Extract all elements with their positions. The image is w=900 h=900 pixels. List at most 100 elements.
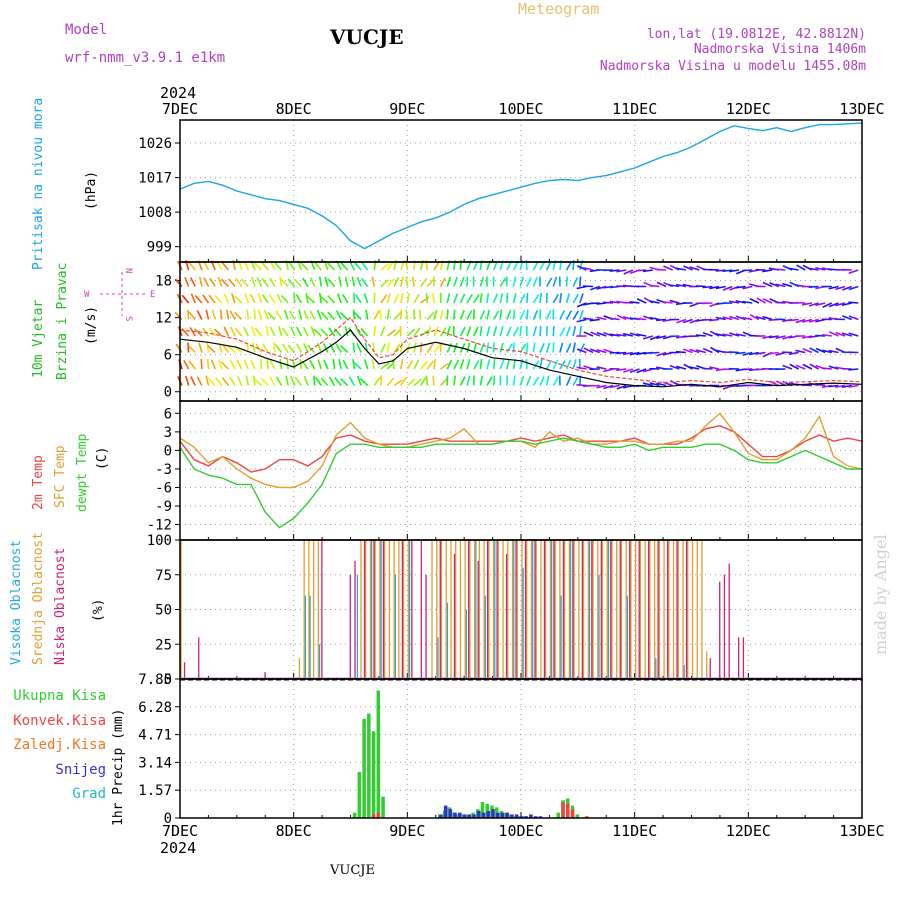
wind-arrow bbox=[320, 311, 329, 321]
wind-arrow bbox=[253, 309, 256, 320]
wind-title-1: 10m Vjetar bbox=[31, 300, 46, 378]
wind-arrow bbox=[695, 349, 707, 354]
model-name: wrf-nmm_v3.9.1 e1km bbox=[65, 50, 225, 66]
y-tick-label: 6 bbox=[164, 348, 172, 364]
wind-arrow bbox=[519, 276, 525, 287]
wind-arrow bbox=[532, 376, 540, 386]
wind-arrow bbox=[380, 294, 388, 304]
precip-snow-bar bbox=[514, 814, 519, 818]
wind-arrow bbox=[288, 310, 296, 320]
wind-arrow bbox=[205, 309, 210, 320]
y-tick-label: 1.57 bbox=[138, 783, 172, 799]
wind-arrow bbox=[655, 318, 667, 322]
wind-arrow bbox=[324, 276, 329, 287]
station-title: VUCJE bbox=[329, 25, 404, 49]
wind-arrow bbox=[466, 310, 473, 320]
year-top: 2024 bbox=[160, 84, 196, 102]
precip-conv-bar bbox=[584, 816, 589, 818]
wind-arrow bbox=[328, 376, 336, 386]
precip-snow-bar bbox=[472, 814, 476, 818]
wind-arrow bbox=[768, 335, 779, 339]
wind-arrow bbox=[426, 343, 434, 353]
precip-snow-bar bbox=[481, 812, 486, 818]
wind-arrow bbox=[835, 331, 846, 337]
wind-arrow bbox=[762, 298, 773, 304]
wind-arrow bbox=[413, 378, 423, 387]
wind-arrow bbox=[506, 343, 513, 353]
wind-arrow bbox=[486, 292, 490, 304]
wind-arrow bbox=[623, 269, 634, 275]
wind-arrow bbox=[715, 316, 726, 321]
wind-arrow bbox=[419, 342, 423, 353]
wind-arrow bbox=[525, 309, 529, 320]
wind-arrow bbox=[565, 310, 573, 320]
wind-arrow bbox=[306, 295, 316, 304]
wind-arrow bbox=[565, 293, 571, 304]
wind-arrow bbox=[453, 375, 457, 386]
wind-arrow bbox=[715, 333, 726, 337]
wind-arrow bbox=[320, 295, 329, 304]
wind-arrow bbox=[841, 332, 852, 337]
wind-arrow bbox=[796, 264, 806, 271]
wind-arrow bbox=[742, 300, 753, 304]
precip-total-bar bbox=[352, 812, 357, 818]
x-tick-bottom: 13DEC bbox=[839, 822, 884, 840]
wind-arrow bbox=[264, 309, 269, 320]
wind-arrow bbox=[656, 351, 667, 357]
wind-arrow bbox=[234, 311, 243, 321]
wind-arrow bbox=[499, 359, 505, 370]
wind-arrow bbox=[576, 318, 587, 323]
temp-2m-line bbox=[179, 424, 863, 473]
wind-arrow bbox=[210, 359, 216, 370]
wind-arrow bbox=[499, 342, 504, 353]
wind-arrow bbox=[552, 325, 555, 337]
wind-arrow bbox=[433, 261, 441, 271]
wind-arrow bbox=[257, 293, 263, 304]
wind-arrow bbox=[788, 318, 799, 322]
pressure-unit: (hPa) bbox=[84, 171, 99, 210]
wind-arrow bbox=[565, 359, 572, 370]
wind-arrow bbox=[279, 276, 283, 287]
wind-arrow bbox=[261, 278, 269, 287]
wind-arrow bbox=[188, 360, 196, 370]
y-tick-label: 3.14 bbox=[138, 755, 172, 771]
wind-arrow bbox=[302, 326, 309, 337]
temp-2m-title: 2m Temp bbox=[31, 455, 46, 510]
wind-unit: (m/s) bbox=[84, 306, 99, 345]
wind-arrow bbox=[189, 277, 196, 287]
wind-arrow bbox=[702, 331, 713, 337]
wind-arrow bbox=[526, 375, 532, 386]
wind-arrow bbox=[682, 318, 693, 324]
wind-arrow bbox=[762, 315, 773, 321]
wind-arrow bbox=[237, 375, 243, 386]
wind-arrow bbox=[253, 377, 263, 387]
x-tick-bottom: 11DEC bbox=[612, 822, 657, 840]
wind-arrow bbox=[841, 384, 852, 389]
wind-arrow bbox=[399, 325, 402, 337]
wind-arrow bbox=[207, 345, 216, 354]
wind-arrow bbox=[676, 365, 687, 370]
wind-arrow bbox=[841, 302, 852, 307]
wind-arrow bbox=[353, 311, 362, 321]
wind-arrow bbox=[317, 342, 322, 353]
y-tick-label: 75 bbox=[155, 568, 172, 584]
y-tick-label: -6 bbox=[155, 480, 172, 496]
wind-arrow bbox=[332, 358, 336, 370]
wind-arrow bbox=[363, 293, 369, 304]
wind-arrow bbox=[642, 382, 653, 387]
wind-arrow bbox=[583, 266, 594, 271]
wind-arrow bbox=[317, 359, 322, 370]
wind-arrow bbox=[512, 276, 517, 287]
wind-arrow bbox=[413, 342, 417, 353]
wind-arrow bbox=[649, 284, 660, 288]
wind-arrow bbox=[616, 351, 627, 355]
wind-arrow bbox=[400, 359, 404, 370]
wind-arrow bbox=[446, 293, 451, 304]
wind-arrow bbox=[545, 375, 550, 386]
wind-arrow bbox=[636, 333, 647, 337]
wind-arrow bbox=[328, 327, 336, 337]
wind-arrow bbox=[293, 278, 302, 288]
wind-arrow bbox=[629, 368, 640, 373]
wind-arrow bbox=[622, 351, 634, 356]
wind-arrow bbox=[243, 359, 250, 370]
